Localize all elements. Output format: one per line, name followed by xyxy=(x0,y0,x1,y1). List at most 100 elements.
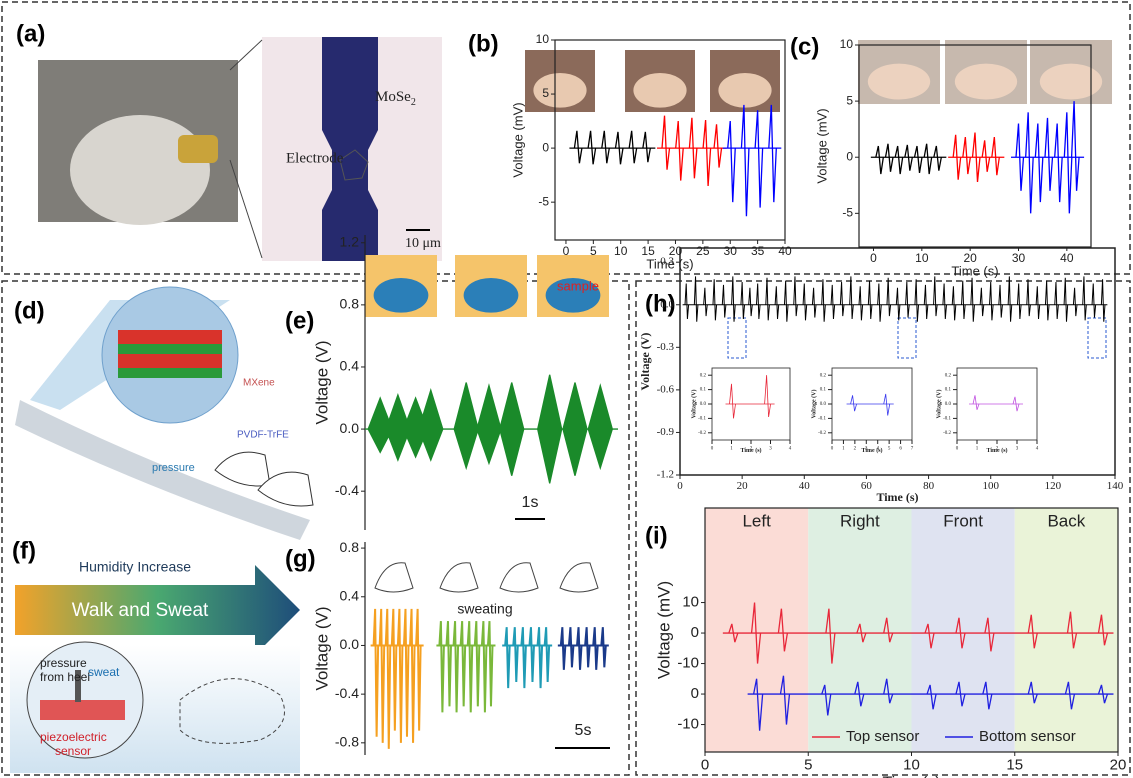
x-axis-label: Time (s) xyxy=(951,264,998,279)
spike xyxy=(812,288,816,318)
spike xyxy=(859,286,863,320)
x-tick-label: 100 xyxy=(982,480,999,492)
spike xyxy=(488,621,493,706)
spike xyxy=(1101,279,1105,322)
x-tick-label: 10 xyxy=(915,251,929,265)
spike xyxy=(924,144,932,174)
x-tick-label: 4 xyxy=(1036,447,1039,452)
figure: Electrode MoSe2 10 μm MXene PVDF-TrFE pr… xyxy=(0,0,1133,778)
spike xyxy=(952,286,956,320)
y-tick-label: 0.0 xyxy=(700,402,707,407)
y-tick-label: 0.2 xyxy=(700,373,707,378)
x-tick-label: 10 xyxy=(903,756,920,773)
plot-frame xyxy=(680,248,1115,475)
spike xyxy=(446,621,451,706)
zoom-line xyxy=(230,40,262,70)
spike xyxy=(380,609,385,743)
region-label: Back xyxy=(1047,511,1085,530)
spike xyxy=(602,131,610,163)
sensor-line: sensor xyxy=(55,744,91,758)
y-tick-label: 0.1 xyxy=(700,388,707,393)
photo-subject xyxy=(374,278,429,313)
y-tick-label: -10 xyxy=(677,716,699,733)
spike xyxy=(769,105,777,202)
y-tick-label: 0.0 xyxy=(820,402,827,407)
panel-label: (g) xyxy=(285,545,316,572)
spike xyxy=(1026,112,1034,213)
x-tick-label: 6 xyxy=(899,447,902,452)
layer xyxy=(118,368,222,378)
spike xyxy=(1035,124,1043,203)
shoe-icon xyxy=(215,452,270,486)
spike xyxy=(728,121,736,202)
sensor-pad xyxy=(40,700,125,720)
burst xyxy=(454,383,478,468)
y-tick-label: 0.1 xyxy=(945,388,952,393)
y-tick-label: 0 xyxy=(542,140,549,154)
y-axis-label: Voltage (mV) xyxy=(654,581,673,679)
spike xyxy=(896,288,900,321)
spike xyxy=(703,120,711,186)
panel-label: (b) xyxy=(468,30,499,57)
spike xyxy=(878,283,882,321)
photo-subject xyxy=(868,64,930,100)
electrode-label: Electrode xyxy=(286,150,344,166)
x-tick-label: 15 xyxy=(1006,756,1023,773)
burst xyxy=(419,390,443,460)
y-axis-label: Voltage (mV) xyxy=(510,102,525,177)
spike xyxy=(755,110,763,207)
x-tick-label: 60 xyxy=(861,480,873,492)
burst xyxy=(500,383,524,476)
burst xyxy=(538,375,562,484)
y-tick-label: 0.4 xyxy=(340,587,360,603)
spike xyxy=(924,285,928,319)
spike xyxy=(585,627,590,667)
y-tick-label: 0 xyxy=(691,624,699,641)
spike xyxy=(643,132,651,162)
spike xyxy=(963,137,971,174)
glove xyxy=(70,115,210,225)
spike xyxy=(906,282,910,317)
annotation: sweating xyxy=(457,601,512,617)
y-tick-label: 0.8 xyxy=(340,539,360,555)
spike xyxy=(704,288,708,316)
y-tick-label: -5 xyxy=(538,194,549,208)
photo-subject xyxy=(718,73,771,108)
region xyxy=(808,508,911,752)
scale-label: 5s xyxy=(575,722,592,739)
spike xyxy=(971,278,975,322)
x-tick-label: 120 xyxy=(1045,480,1062,492)
spike xyxy=(943,283,947,318)
annotation: sample xyxy=(557,278,599,293)
y-tick-label: -0.1 xyxy=(698,417,706,422)
mxene-label: MXene xyxy=(243,378,275,389)
x-tick-label: 5 xyxy=(888,447,891,452)
spike xyxy=(629,131,637,163)
burst xyxy=(477,386,501,464)
spike xyxy=(1017,283,1021,318)
x-tick-label: 5 xyxy=(804,756,812,773)
y-tick-label: -5 xyxy=(842,206,853,220)
x-tick-label: 80 xyxy=(923,480,935,492)
spike xyxy=(1064,278,1068,322)
y-tick-label: -0.2 xyxy=(698,431,706,436)
y-tick-label: -0.4 xyxy=(335,482,359,498)
spike xyxy=(990,282,994,320)
panel-label: (e) xyxy=(285,307,314,334)
y-tick-label: 0 xyxy=(846,149,853,163)
pressure-line: pressure xyxy=(40,656,87,670)
spike xyxy=(803,283,807,320)
x-tick-label: 4 xyxy=(789,447,792,452)
spike xyxy=(1027,279,1031,316)
panel-label: (i) xyxy=(645,522,668,549)
spike xyxy=(1092,283,1096,317)
y-tick-label: 0.0 xyxy=(340,420,360,436)
shoe-icon xyxy=(440,563,478,592)
region-label: Right xyxy=(840,511,880,530)
spike xyxy=(714,124,722,167)
y-axis-label: Voltage (V) xyxy=(312,606,331,690)
x-axis-label: Time (s) xyxy=(861,447,882,454)
spike xyxy=(538,627,543,688)
x-tick-label: 3 xyxy=(769,447,772,452)
x-axis-label: Time (s) xyxy=(740,447,761,454)
